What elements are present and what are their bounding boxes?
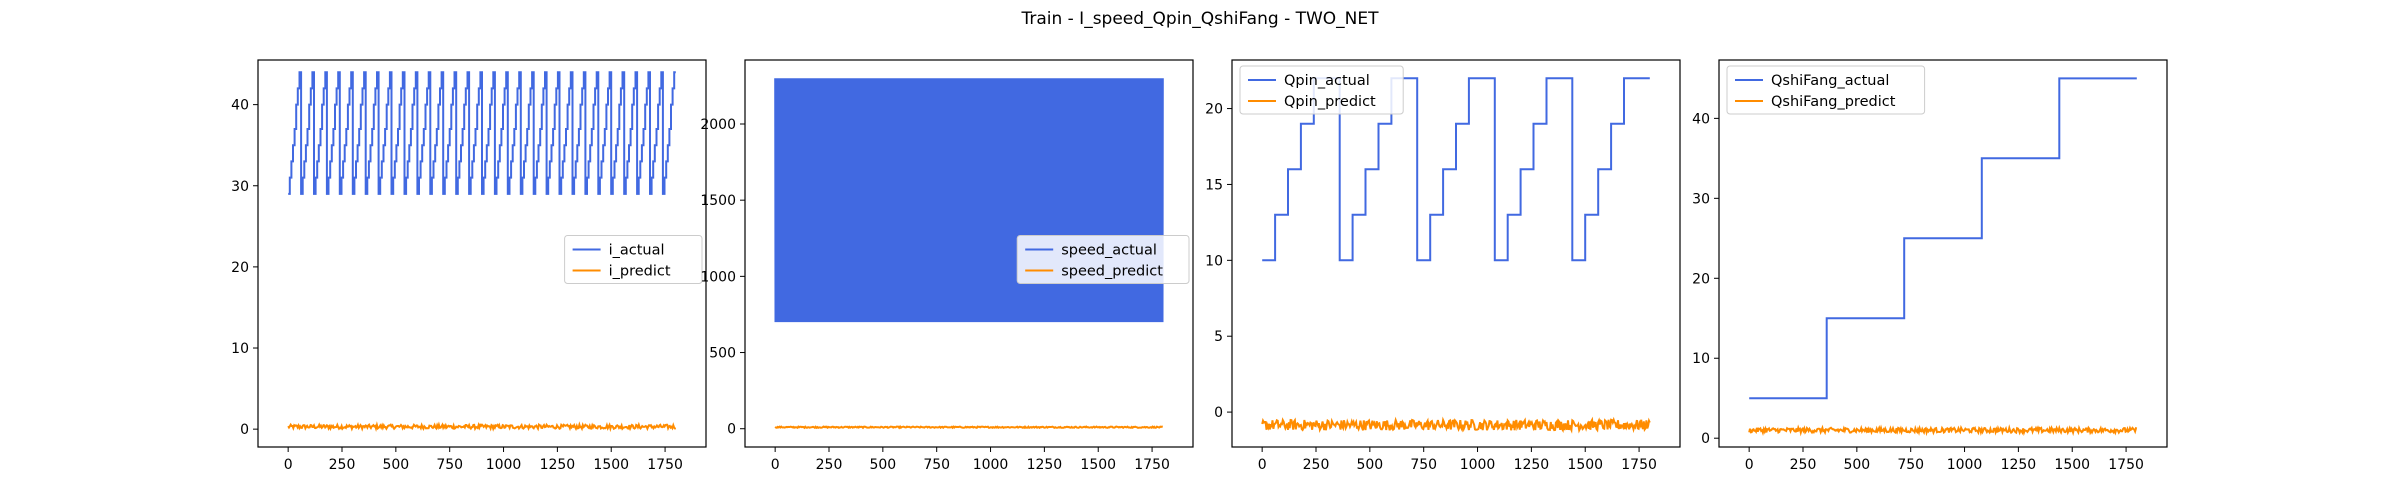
chart-panel-1: 0 250 500 750 1000 1250 1500 1750 0 10 20 30 40 i_act… xyxy=(231,59,707,473)
x-tick-label: 1250 xyxy=(540,457,576,473)
series-line-i_predict xyxy=(287,421,677,433)
x-tick-label: 500 xyxy=(1843,457,1870,473)
x-tick-label: 500 xyxy=(869,457,896,473)
series-line-speed_actual xyxy=(774,78,1164,323)
x-tick-label: 0 xyxy=(771,457,780,473)
x-tick-label: 0 xyxy=(284,457,293,473)
axes-frame xyxy=(744,59,1194,448)
chart-panel-4: 0 250 500 750 1000 1250 1500 1750 0 10 20 30 40 QshiF… xyxy=(1692,59,2168,473)
x-tick-label: 1750 xyxy=(1621,457,1657,473)
x-tick-label: 750 xyxy=(923,457,950,473)
y-tick-label: 10 xyxy=(231,341,249,357)
x-tick-label: 1500 xyxy=(1080,457,1116,473)
y-tick-label: 0 xyxy=(240,422,249,438)
y-tick-label: 20 xyxy=(1205,102,1223,118)
y-tick-label: 10 xyxy=(1205,253,1223,269)
series-line-QshiFang_predict xyxy=(1748,424,2138,437)
x-tick-label: 750 xyxy=(1897,457,1924,473)
legend-label-QshiFang_predict: QshiFang_predict xyxy=(1771,94,1896,110)
axes-frame xyxy=(257,59,707,448)
y-tick-label: 5 xyxy=(1214,329,1223,345)
y-tick-label: 0 xyxy=(1214,405,1223,421)
legend-label-speed_actual: speed_actual xyxy=(1061,243,1157,259)
x-tick-label: 1000 xyxy=(1947,457,1983,473)
legend: Qpin_actual Qpin_predict xyxy=(1239,65,1404,115)
y-tick-label: 20 xyxy=(231,260,249,276)
figure-title: Train - I_speed_Qpin_QshiFang - TWO_NET xyxy=(1020,9,1379,29)
chart-panel-2: 0 250 500 750 1000 1250 1500 1750 0 500 1000 1500 20… xyxy=(700,59,1194,473)
series-line-i_actual xyxy=(288,71,676,195)
legend-box xyxy=(1239,65,1404,115)
y-tick-label: 2000 xyxy=(700,117,736,133)
x-tick-label: 1500 xyxy=(1567,457,1603,473)
y-tick-label: 500 xyxy=(709,346,736,362)
y-tick-label: 40 xyxy=(1692,111,1710,127)
x-tick-label: 1250 xyxy=(1027,457,1063,473)
legend-box xyxy=(1726,65,1926,115)
y-tick-label: 10 xyxy=(1692,351,1710,367)
y-tick-label: 1500 xyxy=(700,193,736,209)
x-tick-label: 1250 xyxy=(1514,457,1550,473)
x-tick-label: 1500 xyxy=(2054,457,2090,473)
legend-label-i_actual: i_actual xyxy=(609,243,665,259)
axes-frame xyxy=(1718,59,2168,448)
x-tick-label: 750 xyxy=(436,457,463,473)
legend-box xyxy=(1016,235,1190,284)
legend-label-Qpin_actual: Qpin_actual xyxy=(1284,73,1370,89)
x-tick-label: 1750 xyxy=(647,457,683,473)
legend: QshiFang_actual QshiFang_predict xyxy=(1726,65,1926,115)
x-tick-label: 250 xyxy=(329,457,356,473)
y-tick-label: 1000 xyxy=(700,269,736,285)
x-tick-label: 250 xyxy=(816,457,843,473)
y-tick-label: 0 xyxy=(727,422,736,438)
x-tick-label: 1500 xyxy=(593,457,629,473)
x-tick-label: 1750 xyxy=(2108,457,2144,473)
x-tick-label: 1250 xyxy=(2001,457,2037,473)
series-line-speed_predict xyxy=(774,424,1163,430)
y-tick-label: 20 xyxy=(1692,271,1710,287)
y-tick-label: 30 xyxy=(231,179,249,195)
legend: i_actual i_predict xyxy=(564,235,703,284)
series-line-Qpin_predict xyxy=(1261,416,1651,434)
x-tick-label: 0 xyxy=(1258,457,1267,473)
y-tick-label: 40 xyxy=(231,98,249,114)
x-tick-label: 250 xyxy=(1303,457,1330,473)
x-tick-label: 500 xyxy=(1356,457,1383,473)
x-tick-label: 0 xyxy=(1745,457,1754,473)
x-tick-label: 1000 xyxy=(973,457,1009,473)
y-tick-label: 30 xyxy=(1692,191,1710,207)
series-line-QshiFang_actual xyxy=(1749,77,2137,400)
y-tick-label: 0 xyxy=(1701,431,1710,447)
legend-label-speed_predict: speed_predict xyxy=(1061,264,1163,280)
legend-label-QshiFang_actual: QshiFang_actual xyxy=(1771,73,1889,89)
legend: speed_actual speed_predict xyxy=(1016,235,1190,284)
x-tick-label: 1750 xyxy=(1134,457,1170,473)
x-tick-label: 750 xyxy=(1410,457,1437,473)
x-tick-label: 1000 xyxy=(1460,457,1496,473)
legend-label-Qpin_predict: Qpin_predict xyxy=(1284,94,1376,110)
axes-frame xyxy=(1231,59,1681,448)
y-tick-label: 15 xyxy=(1205,177,1223,193)
x-tick-label: 1000 xyxy=(486,457,522,473)
chart-panel-3: 0 250 500 750 1000 1250 1500 1750 0 5 10 15 20 Qpin_a… xyxy=(1205,59,1681,473)
x-tick-label: 250 xyxy=(1790,457,1817,473)
legend-label-i_predict: i_predict xyxy=(609,264,671,280)
x-tick-label: 500 xyxy=(382,457,409,473)
